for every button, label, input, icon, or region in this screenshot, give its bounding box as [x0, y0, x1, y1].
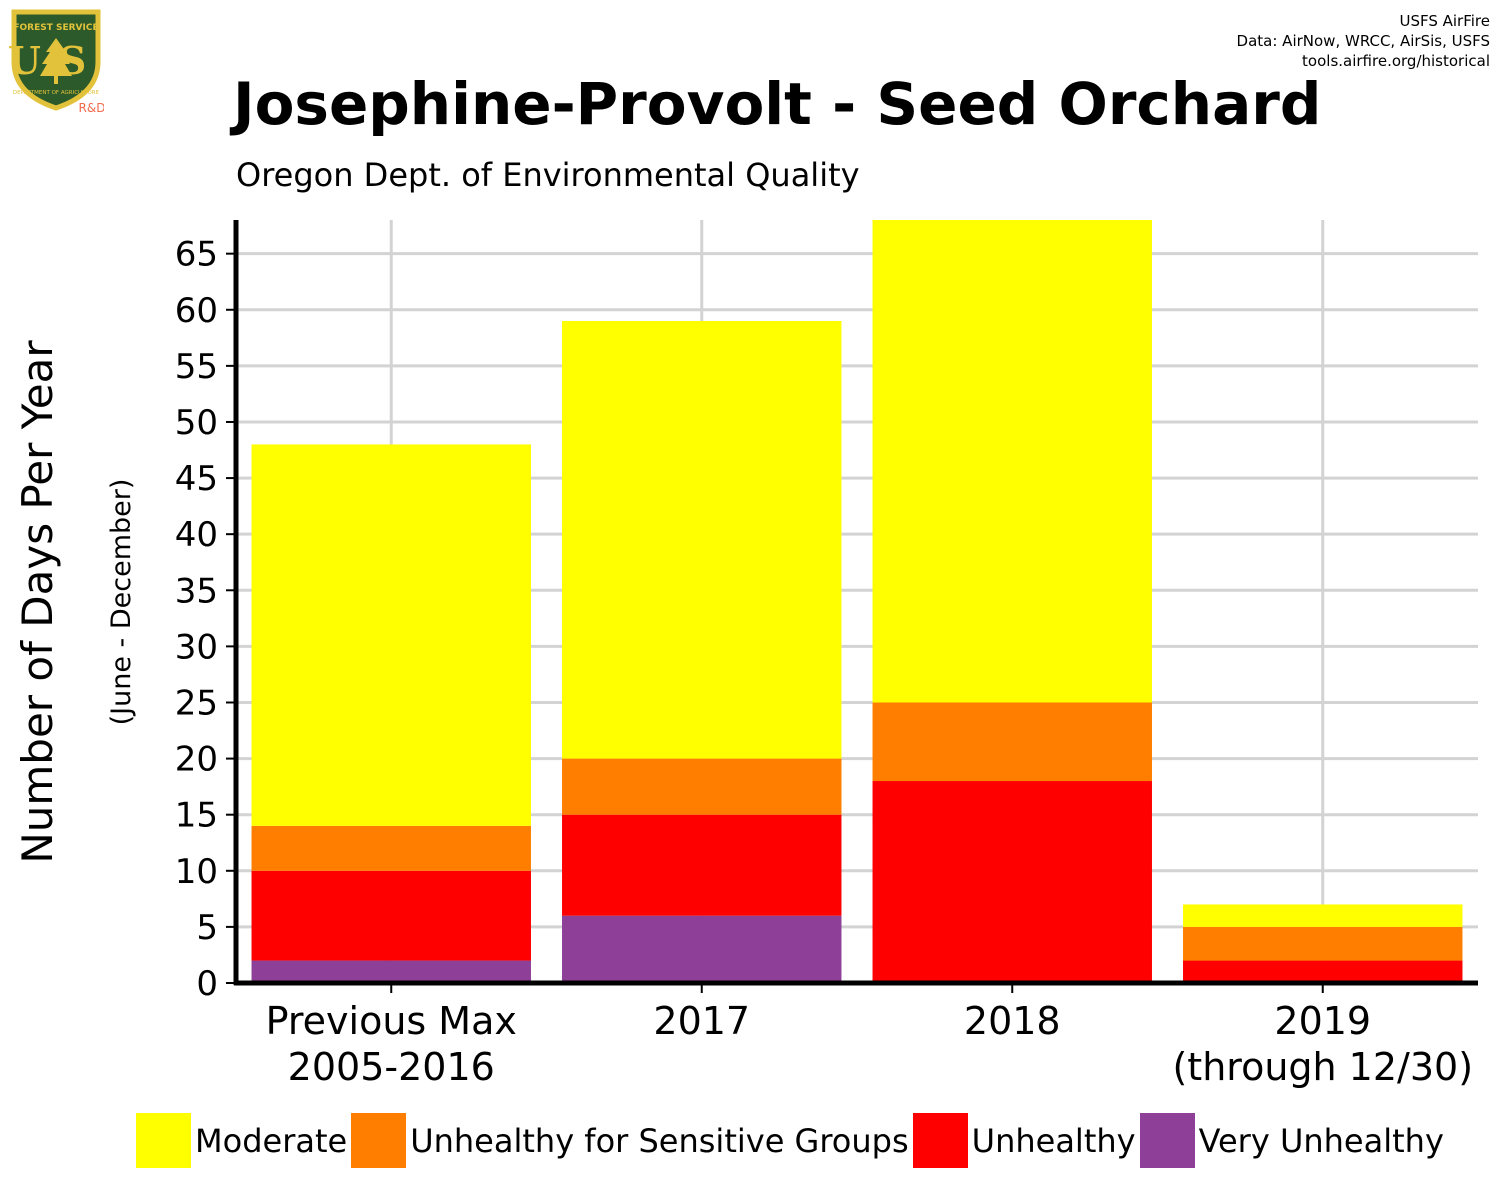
legend-swatch	[136, 1113, 191, 1168]
bar-segment-very-unhealthy	[251, 960, 531, 983]
y-tick-label: 0	[196, 964, 218, 1004]
bar-segment-moderate	[1183, 904, 1463, 927]
y-tick-label: 30	[175, 627, 218, 667]
bar-segment-moderate	[251, 444, 531, 826]
usfs-logo: FOREST SERVICE US DEPARTMENT OF AGRICULT…	[8, 9, 104, 112]
bar-segment-moderate	[562, 320, 842, 759]
y-tick-label: 15	[175, 796, 218, 836]
bar-segment-unhealthy-for-sensitive-groups	[1183, 926, 1463, 961]
y-tick-label: 60	[175, 291, 218, 331]
y-tick-label: 5	[196, 908, 218, 948]
chart-title: Josephine-Provolt - Seed Orchard	[233, 70, 1322, 138]
y-tick-label: 45	[175, 459, 218, 499]
credit-line-2: Data: AirNow, WRCC, AirSis, USFS	[1236, 32, 1490, 50]
legend-item: Moderate	[136, 1113, 351, 1168]
legend-item: Unhealthy for Sensitive Groups	[351, 1113, 912, 1168]
legend-label: Moderate	[195, 1121, 348, 1160]
credit-line-1: USFS AirFire	[1399, 12, 1490, 30]
chart-subtitle: Oregon Dept. of Environmental Quality	[236, 156, 860, 194]
tree-icon	[40, 38, 72, 76]
bar-segment-unhealthy	[1183, 960, 1463, 983]
logo-bottom-text: DEPARTMENT OF AGRICULTURE	[13, 90, 100, 96]
legend-item: Unhealthy	[912, 1113, 1140, 1168]
legend-swatch	[351, 1113, 407, 1168]
logo-top-text: FOREST SERVICE	[13, 23, 98, 33]
bar-segment-unhealthy	[872, 781, 1152, 983]
legend-item: Very Unhealthy	[1139, 1113, 1448, 1168]
legend-label: Very Unhealthy	[1198, 1121, 1444, 1160]
bar-segment-moderate	[872, 220, 1152, 703]
y-tick-label: 20	[175, 740, 218, 780]
y-tick-label: 35	[175, 571, 218, 611]
credit-line-3: tools.airfire.org/historical	[1302, 52, 1490, 70]
bar-segment-unhealthy-for-sensitive-groups	[872, 702, 1152, 782]
legend-swatch	[1139, 1113, 1195, 1168]
bar-segment-unhealthy-for-sensitive-groups	[251, 825, 531, 871]
y-tick-label: 65	[175, 235, 218, 275]
logo-rd-badge: R&D	[79, 101, 104, 112]
x-tick-label: 2019	[1274, 999, 1371, 1043]
legend-swatch	[912, 1113, 968, 1168]
bar-segment-unhealthy	[562, 814, 842, 916]
legend: Moderate Unhealthy for Sensitive Groups Un…	[136, 1113, 1448, 1168]
legend-label: Unhealthy	[971, 1121, 1136, 1160]
y-tick-label: 40	[175, 515, 218, 555]
bar-segment-unhealthy	[251, 870, 531, 961]
x-tick-label: (through 12/30)	[1172, 1045, 1473, 1089]
y-tick-label: 10	[175, 852, 218, 892]
y-axis-label: Number of Days Per Year	[13, 340, 62, 864]
x-tick-label: 2018	[964, 999, 1061, 1043]
y-tick-label: 50	[175, 403, 218, 443]
bar-segment-unhealthy-for-sensitive-groups	[562, 758, 842, 815]
x-tick-label: Previous Max	[266, 999, 517, 1043]
x-tick-label: 2017	[653, 999, 750, 1043]
bar-segment-very-unhealthy	[562, 915, 842, 983]
y-tick-label: 55	[175, 347, 218, 387]
legend-label: Unhealthy for Sensitive Groups	[410, 1121, 909, 1160]
y-axis-sublabel: (June - December)	[106, 479, 137, 726]
x-tick-label: 2005-2016	[288, 1045, 495, 1089]
y-tick-label: 25	[175, 683, 218, 723]
bars	[251, 220, 1463, 983]
